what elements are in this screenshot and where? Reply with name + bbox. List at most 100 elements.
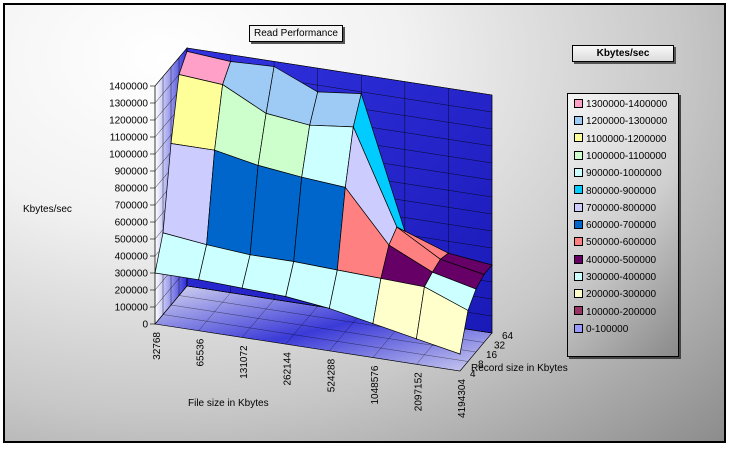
legend-entry: 1100000-1200000 [574,133,667,146]
surface-point [396,226,398,228]
surface-point [431,271,433,273]
surface-point [352,126,354,128]
legend-label: 1200000-1300000 [586,116,668,128]
surface-point [388,244,390,246]
surface-point [328,307,330,309]
legend-entry: 300000-400000 [574,271,657,284]
chart-title: Read Performance [249,25,343,42]
legend-swatch [574,202,583,212]
surface-point [170,142,172,145]
legend-entry: 900000-1000000 [574,168,662,180]
x-tick-label: 262144 [283,352,294,386]
surface-point [439,258,441,260]
surface-point [423,286,425,288]
legend-swatch [574,116,583,126]
y-tick-label: 900000 [115,167,149,178]
legend-entry: 100000-200000 [574,306,656,319]
surface-point [447,252,449,254]
legend-label: 0-100000 [586,323,629,335]
legend-label: 800000-900000 [586,185,657,197]
y-tick-label: 600000 [115,218,149,229]
surface-point [178,73,180,76]
y-tick-label: 1100000 [110,133,149,144]
surface-patch [301,124,354,188]
surface-point [198,279,200,281]
chart-legend: 1300000-1400000 1200000-1300000 1100000-12… [567,93,679,357]
y-tick-label: 200000 [115,286,149,297]
legend-swatch [574,219,583,229]
surface-point [206,244,208,246]
surface-point [309,124,311,126]
legend-swatch [574,323,583,333]
legend-entry: 0-100000 [574,323,629,336]
legend-title: Kbytes/sec [572,45,674,62]
y-tick-label: 1000000 [109,150,148,161]
legend-entry: 1200000-1300000 [574,116,667,128]
y-tick-label: 0 [142,320,148,331]
legend-label: 1100000-1200000 [586,133,667,145]
y-axis-title: Kbytes/sec [23,204,72,215]
z-tick-label: 64 [502,331,514,342]
y-tick-label: 1200000 [109,116,148,127]
legend-label: 300000-400000 [586,272,657,283]
surface-point [222,84,224,86]
surface-point [186,50,188,53]
surface-point [241,287,243,289]
surface-point [162,232,164,234]
surface-point [459,353,461,355]
legend-label: 1300000-1400000 [586,99,668,110]
legend-entry: 600000-700000 [574,219,657,232]
legend-swatch [574,168,583,178]
legend-label: 200000-300000 [586,289,657,301]
surface-chart: 0 100000 200000 300000 400000 500000 600000 700… [23,47,568,418]
legend-label: 400000-500000 [586,254,657,266]
legend-label: 500000-600000 [586,237,657,249]
surface-point [360,93,362,95]
legend-entry: 700000-800000 [574,202,656,215]
legend-entry: 200000-300000 [574,289,656,301]
y-tick-label: 1400000 [109,82,148,93]
floor-gridline [162,314,469,362]
x-tick-label: 131072 [239,345,250,379]
legend-entry: 800000-900000 [574,185,657,198]
surface-point [336,269,338,271]
surface-point [285,295,287,298]
surface-point [467,309,469,312]
z-tick-label: 32 [494,341,506,352]
y-tick-label: 800000 [115,184,149,195]
surface-point [214,149,216,151]
surface-patch [206,149,259,256]
surface-point [491,264,493,266]
legend-entry: 1000000-1100000 [574,150,667,163]
surface-plot [154,50,493,355]
surface-point [249,254,251,256]
surface-point [483,273,485,276]
y-tick-label: 300000 [115,269,149,280]
legend-entry: 1300000-1400000 [574,98,668,111]
legend-label: 600000-700000 [586,220,657,232]
surface-patch [170,74,223,151]
x-tick-label: 1048576 [370,365,381,404]
z-axis-title: Record size in Kbytes [471,363,568,374]
floor-gridline [154,323,461,372]
legend-label: 1000000-1100000 [586,150,667,162]
z-tick-label: 8 [478,360,484,371]
legend-swatch [574,98,583,108]
legend-swatch [574,306,583,316]
legend-swatch [574,150,583,160]
legend-label: 900000-1000000 [586,168,662,180]
surface-point [344,186,346,188]
legend-swatch [574,133,583,143]
surface-patch [162,143,215,246]
surface-point [265,112,267,114]
surface-point [404,230,406,232]
surface-point [257,164,259,166]
x-tick-label: 4194304 [457,379,468,418]
surface-point [293,260,295,263]
z-tick-label: 16 [486,350,498,361]
y-tick-label: 400000 [115,252,149,263]
legend-swatch [574,271,583,281]
x-tick-label: 65536 [196,338,207,366]
y-tick-label: 100000 [115,303,149,314]
legend-swatch [574,254,583,264]
